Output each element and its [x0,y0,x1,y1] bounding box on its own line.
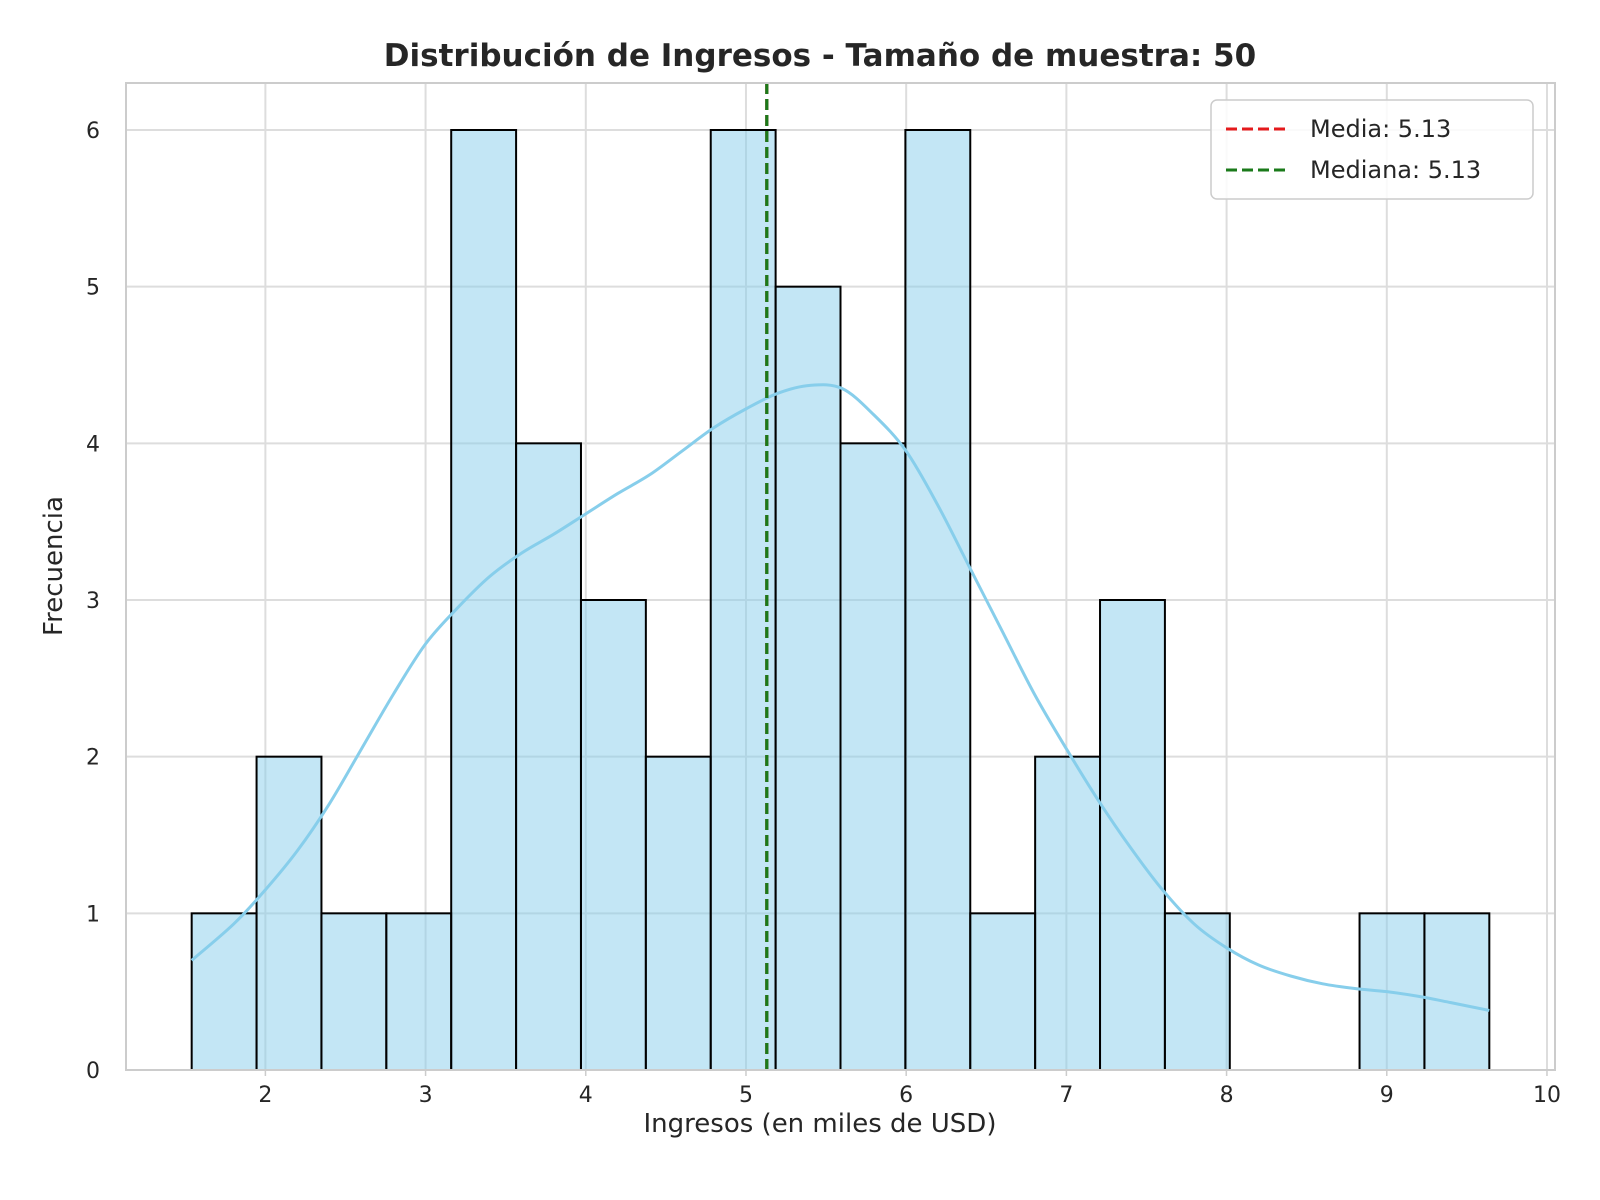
x-tick-label: 2 [258,1083,272,1108]
y-tick-label: 5 [86,276,100,301]
legend-box [1210,99,1534,200]
histogram-bar [450,129,518,1071]
x-tick-label: 3 [419,1083,433,1108]
x-tick-label: 4 [579,1083,593,1108]
y-tick-labels: 0 1 2 3 4 5 6 [86,119,100,1084]
y-tick-label: 2 [86,746,100,771]
x-tick-label: 8 [1220,1083,1234,1108]
plot-frame [125,82,1556,1071]
x-tick-label: 9 [1380,1083,1394,1108]
histogram-bar [579,599,647,1071]
histogram-bar [709,129,777,1071]
x-tick-label: 7 [1059,1083,1073,1108]
histogram-bar [190,912,258,1071]
chart-title: Distribución de Ingresos - Tamaño de mue… [384,38,1256,74]
histogram-bar [255,755,323,1072]
histogram-bars [190,129,1491,1072]
y-tick-label: 3 [86,589,100,614]
histogram-bar [385,912,453,1071]
histogram-bar [320,912,388,1071]
histogram-bar [1034,755,1102,1072]
x-tick-labels: 2 3 4 5 6 7 8 9 10 [258,1070,1561,1108]
kde-curve-layer [190,383,1490,1012]
histogram-bar [774,285,842,1071]
y-tick-label: 0 [86,1059,100,1084]
y-tick-label: 6 [86,119,100,144]
legend-mean-label: Media: 5.13 [1310,115,1451,143]
x-tick-label: 6 [899,1083,913,1108]
kde-curve [190,383,1490,1012]
histogram-bar [969,912,1037,1071]
legend-median-label: Mediana: 5.13 [1310,156,1481,184]
x-tick-label: 5 [739,1083,753,1108]
histogram-bar [1423,912,1491,1071]
histogram-bar [904,129,972,1071]
y-axis-label: Frecuencia [39,496,69,636]
histogram-bar [1163,912,1231,1071]
y-tick-label: 4 [86,432,100,457]
histogram-bar [644,755,712,1072]
histogram-bar [1099,599,1166,1071]
x-axis-label: Ingresos (en miles de USD) [644,1109,997,1139]
histogram-bar [839,442,907,1072]
y-tick-label: 1 [86,902,100,927]
x-tick-label: 10 [1533,1083,1561,1108]
legend: Media: 5.13 Mediana: 5.13 [1210,99,1534,200]
